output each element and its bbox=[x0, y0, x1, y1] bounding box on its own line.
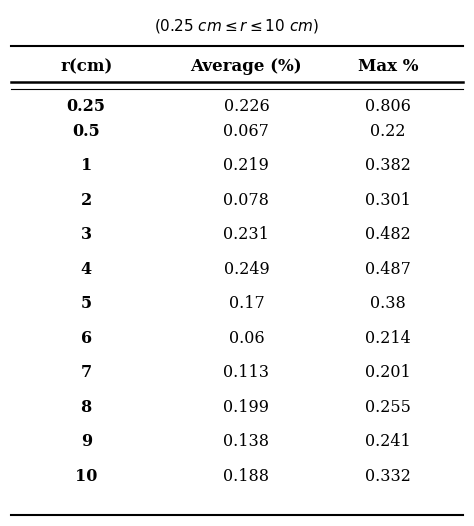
Text: 3: 3 bbox=[81, 226, 91, 243]
Text: 0.214: 0.214 bbox=[365, 330, 410, 347]
Text: 0.482: 0.482 bbox=[365, 226, 410, 243]
Text: 6: 6 bbox=[81, 330, 92, 347]
Text: 0.249: 0.249 bbox=[224, 261, 269, 278]
Text: 0.806: 0.806 bbox=[365, 97, 411, 115]
Text: 8: 8 bbox=[81, 399, 92, 416]
Text: 5: 5 bbox=[81, 295, 92, 312]
Text: 0.067: 0.067 bbox=[223, 123, 269, 139]
Text: $(0.25\ \mathit{cm} \leq \mathit{r} \leq 10\ \mathit{cm})$: $(0.25\ \mathit{cm} \leq \mathit{r} \leq… bbox=[155, 17, 319, 35]
Text: 7: 7 bbox=[81, 365, 92, 381]
Text: 0.5: 0.5 bbox=[73, 123, 100, 139]
Text: 1: 1 bbox=[81, 157, 92, 174]
Text: 10: 10 bbox=[75, 468, 97, 485]
Text: 0.487: 0.487 bbox=[365, 261, 411, 278]
Text: 0.06: 0.06 bbox=[228, 330, 264, 347]
Text: 0.17: 0.17 bbox=[228, 295, 264, 312]
Text: 0.231: 0.231 bbox=[223, 226, 269, 243]
Text: 0.078: 0.078 bbox=[223, 191, 269, 209]
Text: 0.301: 0.301 bbox=[365, 191, 411, 209]
Text: 0.113: 0.113 bbox=[223, 365, 269, 381]
Text: 0.219: 0.219 bbox=[223, 157, 269, 174]
Text: 4: 4 bbox=[81, 261, 92, 278]
Text: 0.226: 0.226 bbox=[224, 97, 269, 115]
Text: Average (%): Average (%) bbox=[191, 58, 302, 75]
Text: 0.188: 0.188 bbox=[223, 468, 269, 485]
Text: 9: 9 bbox=[81, 433, 92, 450]
Text: 0.332: 0.332 bbox=[365, 468, 411, 485]
Text: 0.22: 0.22 bbox=[370, 123, 406, 139]
Text: 0.138: 0.138 bbox=[223, 433, 269, 450]
Text: 0.25: 0.25 bbox=[67, 97, 106, 115]
Text: 0.201: 0.201 bbox=[365, 365, 410, 381]
Text: 0.241: 0.241 bbox=[365, 433, 410, 450]
Text: 2: 2 bbox=[81, 191, 92, 209]
Text: Max %: Max % bbox=[357, 58, 418, 75]
Text: 0.255: 0.255 bbox=[365, 399, 411, 416]
Text: 0.38: 0.38 bbox=[370, 295, 406, 312]
Text: r(cm): r(cm) bbox=[60, 58, 112, 75]
Text: 0.382: 0.382 bbox=[365, 157, 411, 174]
Text: 0.199: 0.199 bbox=[223, 399, 269, 416]
